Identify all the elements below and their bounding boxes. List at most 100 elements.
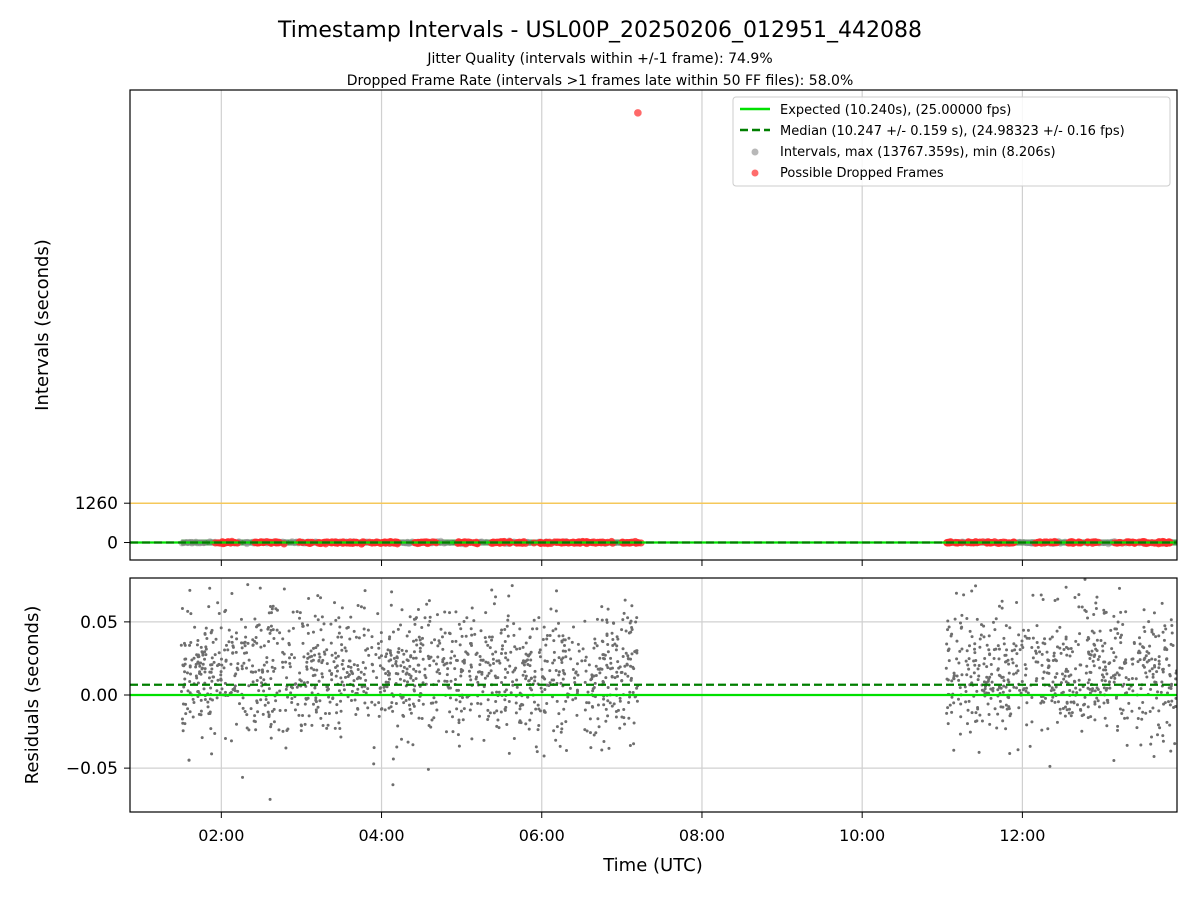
residual-point bbox=[605, 632, 609, 636]
x-tick-label: 10:00 bbox=[839, 826, 885, 845]
residual-point bbox=[354, 712, 358, 716]
residual-point bbox=[1020, 639, 1024, 643]
residual-point bbox=[562, 638, 566, 642]
residual-point bbox=[1165, 657, 1169, 661]
residual-point bbox=[412, 639, 416, 643]
residual-point bbox=[1002, 679, 1006, 683]
residual-point bbox=[620, 628, 624, 632]
residual-point bbox=[602, 697, 606, 701]
residual-point bbox=[1050, 699, 1054, 703]
residual-point bbox=[499, 710, 503, 714]
residual-point bbox=[385, 685, 389, 689]
residual-point bbox=[233, 684, 237, 688]
residual-point bbox=[267, 639, 271, 643]
residual-point bbox=[313, 686, 317, 690]
residual-point bbox=[1137, 636, 1141, 640]
residual-point bbox=[421, 681, 425, 685]
residual-point bbox=[1018, 648, 1022, 652]
residual-point bbox=[1031, 636, 1035, 640]
residual-point bbox=[996, 667, 1000, 671]
residual-point bbox=[1141, 710, 1145, 714]
residual-point bbox=[1040, 728, 1044, 732]
residual-point bbox=[575, 662, 579, 666]
residual-point bbox=[254, 728, 258, 732]
intervals-y-tick-label: 0 bbox=[107, 534, 118, 554]
residual-point bbox=[552, 639, 556, 643]
residual-point bbox=[286, 695, 290, 699]
residual-point bbox=[321, 723, 325, 727]
residual-point bbox=[335, 669, 339, 673]
residual-point bbox=[1108, 661, 1112, 665]
residual-point bbox=[1035, 677, 1039, 681]
residual-point bbox=[412, 650, 416, 654]
residual-point bbox=[597, 667, 601, 671]
residual-point bbox=[474, 653, 478, 657]
residual-point bbox=[317, 679, 321, 683]
residual-point bbox=[336, 635, 340, 639]
residual-point bbox=[473, 632, 477, 636]
residual-point bbox=[1174, 671, 1177, 675]
residual-point bbox=[973, 642, 977, 646]
residual-point bbox=[518, 691, 522, 695]
residual-point bbox=[555, 725, 559, 729]
residual-point bbox=[298, 678, 302, 682]
residual-point bbox=[205, 637, 209, 641]
residual-point bbox=[412, 656, 416, 660]
residual-point bbox=[1042, 700, 1046, 704]
residual-point bbox=[504, 688, 508, 692]
residual-point bbox=[1034, 660, 1038, 664]
residual-point bbox=[614, 715, 618, 719]
residual-point bbox=[476, 680, 480, 684]
residual-point bbox=[597, 725, 601, 729]
residual-point bbox=[998, 686, 1002, 690]
residual-point bbox=[247, 658, 251, 662]
residual-point bbox=[300, 622, 304, 626]
residual-point bbox=[992, 656, 996, 660]
residual-point bbox=[437, 639, 441, 643]
residual-point bbox=[507, 594, 511, 598]
residual-point bbox=[1086, 716, 1090, 720]
residual-point bbox=[495, 709, 499, 713]
residual-point bbox=[991, 689, 995, 693]
residual-point bbox=[219, 626, 223, 630]
residual-point bbox=[448, 632, 452, 636]
residual-point bbox=[281, 660, 285, 664]
residual-point bbox=[240, 664, 244, 668]
residual-point bbox=[296, 702, 300, 706]
residual-point bbox=[620, 670, 624, 674]
residual-point bbox=[515, 647, 519, 651]
residual-point bbox=[572, 676, 576, 680]
residual-point bbox=[402, 679, 406, 683]
residual-point bbox=[490, 588, 494, 592]
legend-intervals-label: Intervals, max (13767.359s), min (8.206s… bbox=[780, 145, 1056, 160]
residual-point bbox=[478, 655, 482, 659]
residual-point bbox=[254, 670, 258, 674]
residual-point bbox=[329, 673, 333, 677]
residual-point bbox=[1070, 711, 1074, 715]
residual-point bbox=[428, 619, 432, 623]
residual-point bbox=[196, 639, 200, 643]
residual-point bbox=[594, 731, 598, 735]
residual-point bbox=[385, 652, 389, 656]
residual-point bbox=[182, 641, 186, 645]
residual-point bbox=[216, 678, 220, 682]
residual-point bbox=[460, 634, 464, 638]
residual-point bbox=[377, 646, 381, 650]
residual-point bbox=[1170, 631, 1174, 635]
residual-point bbox=[571, 668, 575, 672]
residual-point bbox=[229, 690, 233, 694]
residual-point bbox=[606, 642, 610, 646]
residual-point bbox=[359, 605, 363, 609]
residual-point bbox=[1147, 620, 1151, 624]
residual-point bbox=[426, 767, 430, 771]
residual-point bbox=[470, 633, 474, 637]
residual-point bbox=[1086, 705, 1090, 709]
residual-point bbox=[987, 648, 991, 652]
residual-point bbox=[496, 676, 500, 680]
residual-point bbox=[974, 711, 978, 715]
residual-point bbox=[490, 635, 494, 639]
residual-point bbox=[272, 669, 276, 673]
residual-point bbox=[965, 617, 969, 621]
residual-point bbox=[1118, 707, 1122, 711]
